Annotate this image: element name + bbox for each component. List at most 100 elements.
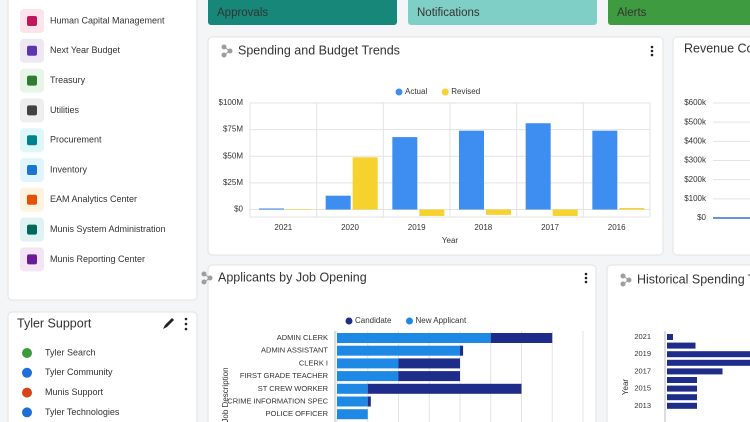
legend-marker [441,88,449,96]
widget-title: Revenue Col [684,41,750,55]
legend-marker [345,317,353,325]
y-tick-label: $200k [684,175,707,184]
x-tick-label: 2021 [274,223,292,232]
app-glyph [27,45,37,56]
bar-segment [337,345,460,356]
tab-label[interactable]: Alerts [617,7,647,19]
tab[interactable] [408,0,597,25]
x-axis-title: Year [442,236,459,245]
app-link[interactable]: Treasury [50,75,86,85]
bar-segment [337,333,491,343]
y-tick-label: ST CREW WORKER [258,384,329,393]
y-tick-label: $100k [684,194,707,203]
widget-panel [672,36,750,256]
bar [552,209,578,216]
share-dot [227,48,233,54]
y-tick-label: $500k [684,117,707,126]
app-glyph [27,75,37,86]
legend-marker [395,88,403,96]
y-tick-label: CRIME INFORMATION SPEC [227,396,328,405]
tab[interactable] [208,0,397,25]
share-dot [207,275,213,281]
support-link[interactable]: Tyler Technologies [45,407,120,417]
bar-segment [398,358,460,369]
legend-label: Actual [405,87,427,96]
menu-icon[interactable] [650,45,654,57]
bar-segment [337,383,368,394]
menu-dot [650,53,654,57]
x-tick-label: 2016 [608,223,626,232]
app-link[interactable]: Munis Reporting Center [50,254,145,264]
bar [525,123,551,210]
y-tick-label: CLERK I [299,358,328,367]
app-link[interactable]: EAM Analytics Center [50,194,137,204]
y-tick-label: ADMIN ASSISTANT [261,346,328,355]
bar [667,377,697,383]
bar [667,402,697,409]
share-dot [626,277,632,283]
link-icon [22,348,32,358]
link-icon [22,367,32,378]
bar [667,351,750,358]
legend-label: Candidate [355,316,392,325]
tab[interactable] [608,0,750,25]
support-link[interactable]: Tyler Search [45,347,96,357]
menu-dot [584,276,588,280]
x-tick-label: 2020 [341,223,359,232]
y-tick-label: $300k [684,156,707,165]
share-dot [620,281,626,287]
bar [667,342,696,349]
app-link[interactable]: Utilities [50,105,80,115]
app-link[interactable]: Human Capital Management [50,15,165,25]
y-tick-label: FIRST GRADE TEACHER [240,371,329,380]
tab-label[interactable]: Approvals [217,7,268,19]
menu-dot [584,280,588,284]
bar [259,208,284,210]
y-axis-title: Job Description [221,367,230,422]
bar [459,130,484,210]
app-glyph [27,135,37,146]
bar-segment [460,345,464,356]
support-link[interactable]: Munis Support [45,387,104,397]
x-tick-label: 2018 [474,223,492,232]
bar [667,368,723,375]
y-tick-label: $25M [223,178,243,187]
y-tick-label: $0 [234,205,243,214]
bar [392,137,418,210]
bar [486,209,511,215]
y-tick-label: 2013 [634,401,651,410]
app-glyph [27,105,37,116]
y-tick-label: $50M [223,151,243,160]
x-tick-label: 2017 [541,223,559,232]
edit-icon[interactable] [163,318,174,329]
y-tick-label: $600k [684,98,707,107]
app-glyph [27,194,37,205]
link-icon [22,387,32,398]
link-icon [22,407,32,418]
legend-label: Revised [451,87,480,96]
bar [286,209,311,210]
tab-label[interactable]: Notifications [417,7,480,19]
app-glyph [27,16,37,26]
bar [619,207,645,210]
menu-icon[interactable] [584,272,588,284]
app-link[interactable]: Munis System Administration [50,224,166,234]
support-title: Tyler Support [17,316,92,330]
app-glyph [27,165,37,175]
x-tick-label: 2019 [408,223,426,232]
bar-segment [337,371,399,382]
menu-icon[interactable] [184,317,188,331]
app-link[interactable]: Procurement [50,135,102,145]
bar [667,385,697,392]
app-link[interactable]: Inventory [50,164,88,174]
widget-panel [207,264,597,422]
bar [325,195,351,210]
share-icon [620,273,632,287]
legend-marker [405,317,413,325]
share-dot [620,273,626,279]
support-link[interactable]: Tyler Community [45,367,113,377]
bar [352,157,378,210]
app-link[interactable]: Next Year Budget [50,45,121,55]
